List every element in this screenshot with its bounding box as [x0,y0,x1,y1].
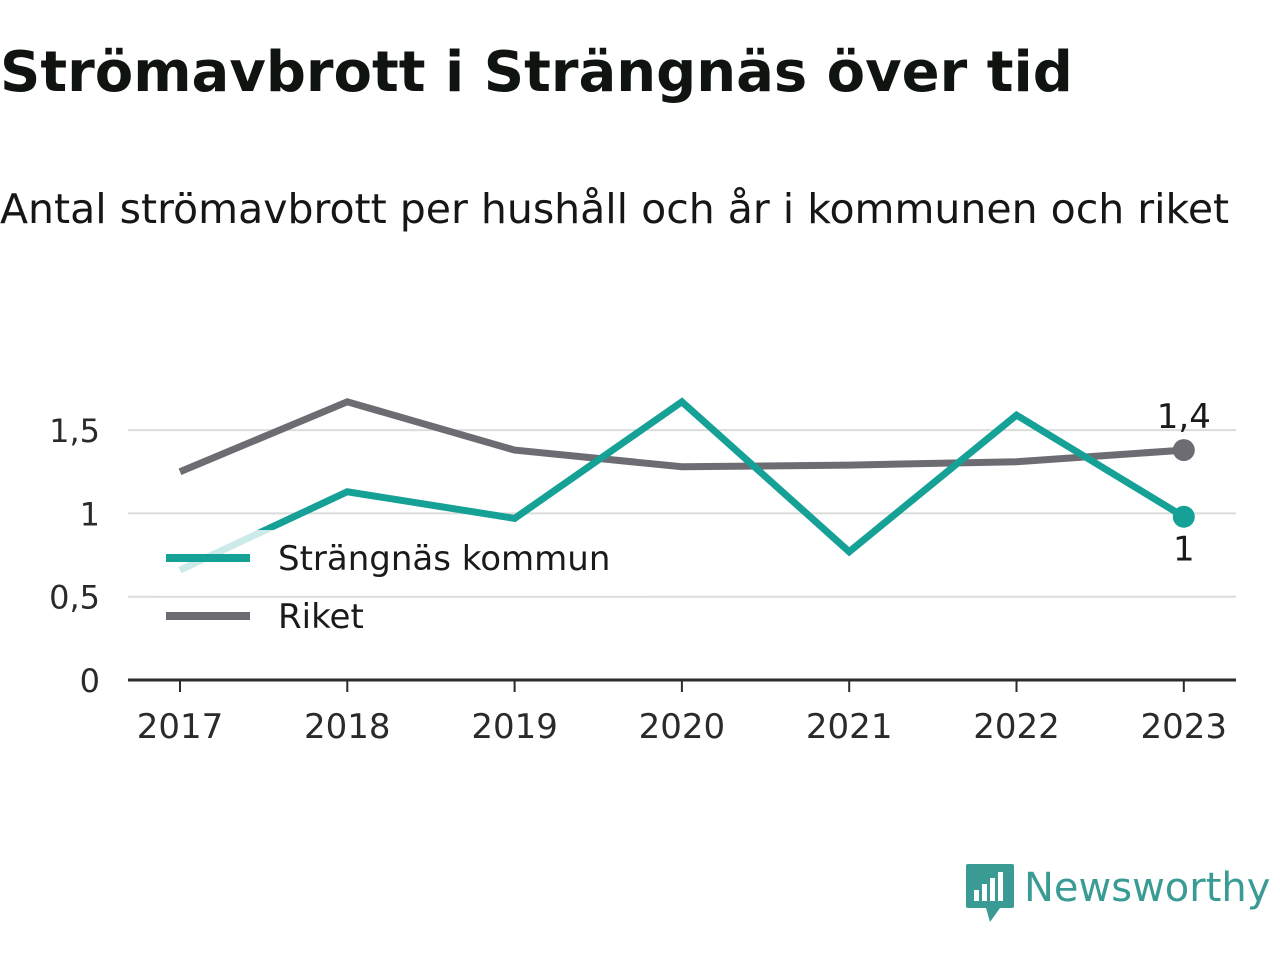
y-tick-label: 0 [80,662,100,700]
brand-name: Newsworthy [1024,865,1271,911]
newsworthy-logo-icon [966,864,1014,922]
series-lines [178,397,1186,574]
end-marker [1172,439,1195,462]
x-tick-label: 2021 [806,707,893,747]
x-tick-label: 2019 [471,707,558,747]
axes: 0 0,5 1 1,5 2017 2018 2019 2020 2021 2022 2023 [49,412,1236,747]
data-labels: 11,4 [1157,397,1211,570]
brand-logo: Newsworthy [964,862,1270,926]
legend-backdrop [156,530,646,596]
legend: Strängnäs kommun Riket [156,530,646,637]
x-tick-label: 2018 [304,707,391,747]
x-tick-label: 2020 [639,707,726,747]
y-tick-label: 1 [80,495,100,533]
legend-label: Strängnäs kommun [278,539,610,579]
series-line-riket [178,398,1185,475]
end-marker [1172,505,1195,528]
chart-title: Strömavbrott i Strängnäs över tid [0,40,1073,105]
y-tick-label: 0,5 [49,579,100,617]
x-tick-label: 2022 [973,707,1060,747]
gridlines [128,429,1236,598]
series-line-strangnas [178,397,1186,574]
x-tick-label: 2023 [1141,707,1228,747]
end-value-label: 1 [1173,530,1195,570]
chart-subtitle: Antal strömavbrott per hushåll och år i … [0,185,1230,233]
line-chart: 0 0,5 1 1,5 2017 2018 2019 2020 2021 2022 2023 Str… [49,397,1236,747]
end-value-label: 1,4 [1157,397,1211,437]
legend-label: Riket [278,597,364,637]
x-tick-label: 2017 [137,707,224,747]
y-tick-label: 1,5 [49,412,100,450]
